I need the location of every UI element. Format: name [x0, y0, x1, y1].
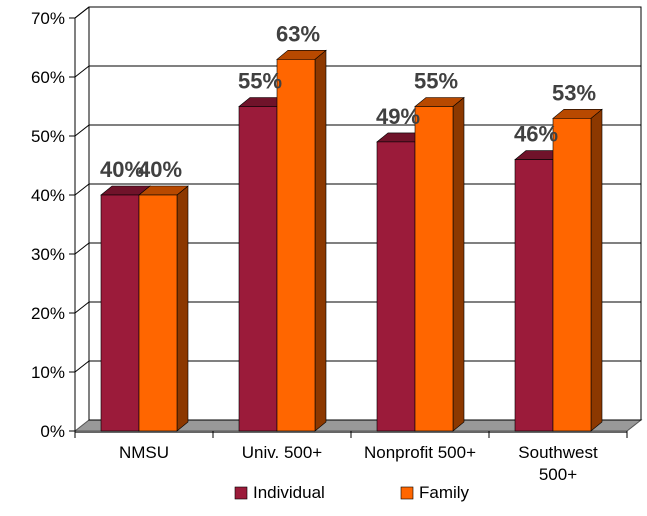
- y-axis-top: [74, 6, 90, 19]
- data-label: 53%: [552, 80, 596, 105]
- bar-front: [552, 118, 592, 432]
- legend-label: Individual: [253, 483, 325, 502]
- bar-family-1: [276, 49, 327, 432]
- y-tick-label: 20%: [31, 304, 65, 323]
- gridline-side: [74, 242, 90, 255]
- y-tick-label: 70%: [31, 9, 65, 28]
- bar-front: [138, 194, 178, 432]
- gridline-side: [74, 183, 90, 196]
- axes: 0% 10% 20% 30% 40% 50% 60% 70%: [31, 6, 628, 441]
- bars: [100, 49, 603, 432]
- bar-front: [376, 141, 416, 432]
- legend-label: Family: [419, 483, 470, 502]
- category-label: 500+: [539, 465, 577, 484]
- bar-family-0: [138, 185, 189, 432]
- data-label: 63%: [276, 21, 320, 46]
- category-label: Southwest: [518, 443, 598, 462]
- y-tick-label: 30%: [31, 245, 65, 264]
- data-label: 55%: [414, 69, 458, 94]
- bar-front: [100, 194, 140, 432]
- bar-front: [414, 106, 454, 432]
- gridline-side: [74, 360, 90, 373]
- bar-side: [590, 108, 603, 432]
- data-labels: 40%40% 55% 63% 49% 55% 46% 53%: [100, 21, 596, 182]
- data-label: 46%: [514, 122, 558, 147]
- gridline-side: [74, 65, 90, 78]
- legend-swatch: [234, 486, 248, 500]
- legend: Individual Family: [234, 483, 470, 502]
- data-label: 40%: [138, 157, 182, 182]
- gridline-side: [74, 124, 90, 137]
- category-label: Nonprofit 500+: [364, 443, 476, 462]
- category-label: NMSU: [119, 443, 169, 462]
- bar-family-3: [552, 108, 603, 432]
- y-tick-label: 10%: [31, 363, 65, 382]
- y-tick-label: 50%: [31, 127, 65, 146]
- bar-side: [314, 49, 327, 432]
- bar-side: [176, 185, 189, 432]
- bar-family-2: [414, 96, 465, 432]
- bar-front: [514, 159, 554, 432]
- legend-item-family: Family: [400, 483, 470, 502]
- bar-side: [452, 96, 465, 432]
- category-label: Univ. 500+: [242, 443, 323, 462]
- y-tick-label: 60%: [31, 68, 65, 87]
- y-tick-label: 0%: [40, 422, 65, 441]
- legend-item-individual: Individual: [234, 483, 325, 502]
- legend-swatch: [400, 486, 414, 500]
- category-labels: NMSU Univ. 500+ Nonprofit 500+ Southwest 500…: [119, 443, 598, 484]
- data-label: 40%: [100, 157, 144, 182]
- y-tick-label: 40%: [31, 186, 65, 205]
- bar-front: [276, 58, 316, 432]
- data-label: 49%: [376, 104, 420, 129]
- gridline-side: [74, 301, 90, 314]
- data-label: 55%: [238, 69, 282, 94]
- bar-front: [238, 106, 278, 432]
